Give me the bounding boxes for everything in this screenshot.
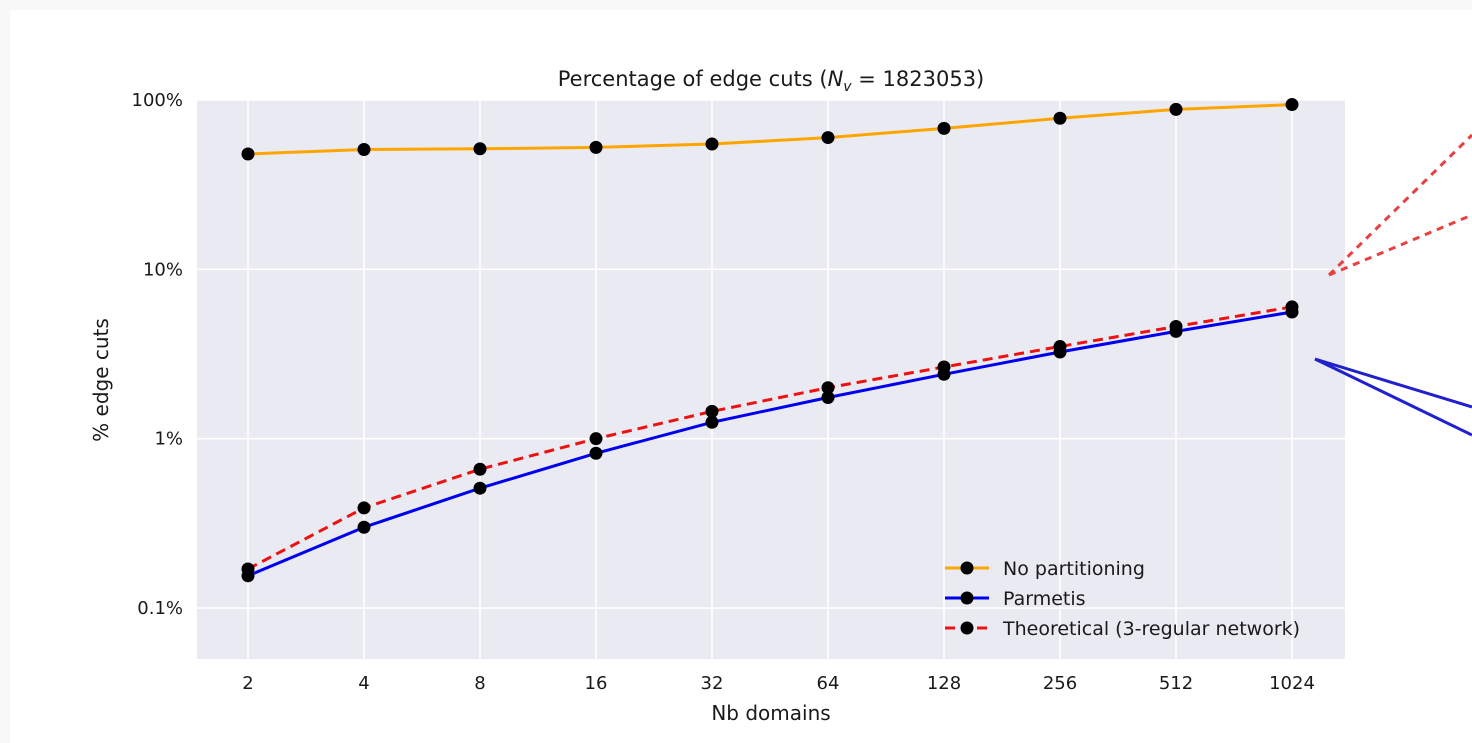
x-tick-label: 2 xyxy=(242,673,253,694)
x-tick-label: 8 xyxy=(474,673,485,694)
edge-cuts-chart: 0.1% 1% 10% 100% 2 4 8 16 32 64 128 256 512 1024 Per… xyxy=(89,67,1472,725)
y-axis-title: % edge cuts xyxy=(89,318,113,442)
data-point xyxy=(937,360,951,374)
data-point xyxy=(473,481,487,495)
y-tick-label: 100% xyxy=(132,90,183,111)
x-tick-label: 128 xyxy=(927,673,961,694)
chart-title-prefix: Percentage of edge cuts ( xyxy=(558,67,828,91)
data-point xyxy=(1285,300,1299,314)
connector-line-red-lower xyxy=(1328,213,1472,277)
legend-entry: Theoretical (3-regular network) xyxy=(945,618,1300,640)
data-point xyxy=(1285,98,1299,112)
data-point xyxy=(1169,102,1183,116)
series-0 xyxy=(241,98,1299,161)
grid-lines xyxy=(197,99,1345,659)
x-tick-label: 4 xyxy=(358,673,369,694)
x-axis-title: Nb domains xyxy=(711,701,830,725)
x-tick-label: 64 xyxy=(817,673,840,694)
zoom-connectors xyxy=(1314,133,1472,437)
legend-label: Theoretical (3-regular network) xyxy=(1002,618,1300,640)
series-line xyxy=(247,305,1293,571)
legend: No partitioning Parmetis Theoretical (3-re… xyxy=(945,558,1300,640)
data-point xyxy=(705,137,719,151)
y-tick-label: 10% xyxy=(143,259,183,280)
data-point xyxy=(357,143,371,157)
data-point xyxy=(821,381,835,395)
chart-container: 0.1% 1% 10% 100% 2 4 8 16 32 64 128 256 512 1024 Per… xyxy=(10,10,1472,743)
data-point xyxy=(705,415,719,429)
legend-swatch-marker xyxy=(960,621,974,635)
chart-title-var: N xyxy=(828,67,844,91)
data-point xyxy=(473,462,487,476)
series-layer xyxy=(241,98,1299,583)
x-tick-label: 512 xyxy=(1159,673,1193,694)
y-tick-label: 1% xyxy=(154,429,183,450)
data-point xyxy=(589,446,603,460)
plot-area xyxy=(197,100,1345,659)
data-point xyxy=(1169,319,1183,333)
legend-label: No partitioning xyxy=(1003,558,1145,580)
data-point xyxy=(241,147,255,161)
data-point xyxy=(821,391,835,405)
connector-line-blue-lower xyxy=(1314,357,1472,437)
series-line xyxy=(247,310,1293,578)
data-point xyxy=(357,520,371,534)
legend-entry: No partitioning xyxy=(945,558,1145,580)
x-tick-label: 256 xyxy=(1043,673,1077,694)
series-line xyxy=(247,103,1293,156)
y-tick-labels: 0.1% 1% 10% 100% xyxy=(132,90,183,619)
chart-title-sub: v xyxy=(843,79,852,95)
data-point xyxy=(1053,111,1067,125)
x-tick-label: 32 xyxy=(701,673,724,694)
legend-swatch-marker xyxy=(960,591,974,605)
data-point xyxy=(241,562,255,576)
legend-swatch-marker xyxy=(960,561,974,575)
connector-line-red-upper xyxy=(1327,133,1472,277)
data-point xyxy=(1053,340,1067,354)
chart-title: Percentage of edge cuts (Nv = 1823053) xyxy=(558,67,985,95)
data-point xyxy=(589,140,603,154)
data-point xyxy=(937,121,951,135)
y-tick-label: 0.1% xyxy=(137,598,183,619)
series-2 xyxy=(241,300,1299,576)
x-tick-label: 16 xyxy=(585,673,608,694)
data-point xyxy=(357,501,371,515)
x-tick-labels: 2 4 8 16 32 64 128 256 512 1024 xyxy=(242,673,1315,694)
data-point xyxy=(473,142,487,156)
legend-entry: Parmetis xyxy=(945,588,1086,610)
legend-label: Parmetis xyxy=(1003,588,1086,610)
data-point xyxy=(705,404,719,418)
data-point xyxy=(821,131,835,145)
connector-line-blue-upper xyxy=(1314,357,1472,409)
chart-title-suffix: = 1823053) xyxy=(852,67,985,91)
x-tick-label: 1024 xyxy=(1269,673,1315,694)
data-point xyxy=(589,432,603,446)
